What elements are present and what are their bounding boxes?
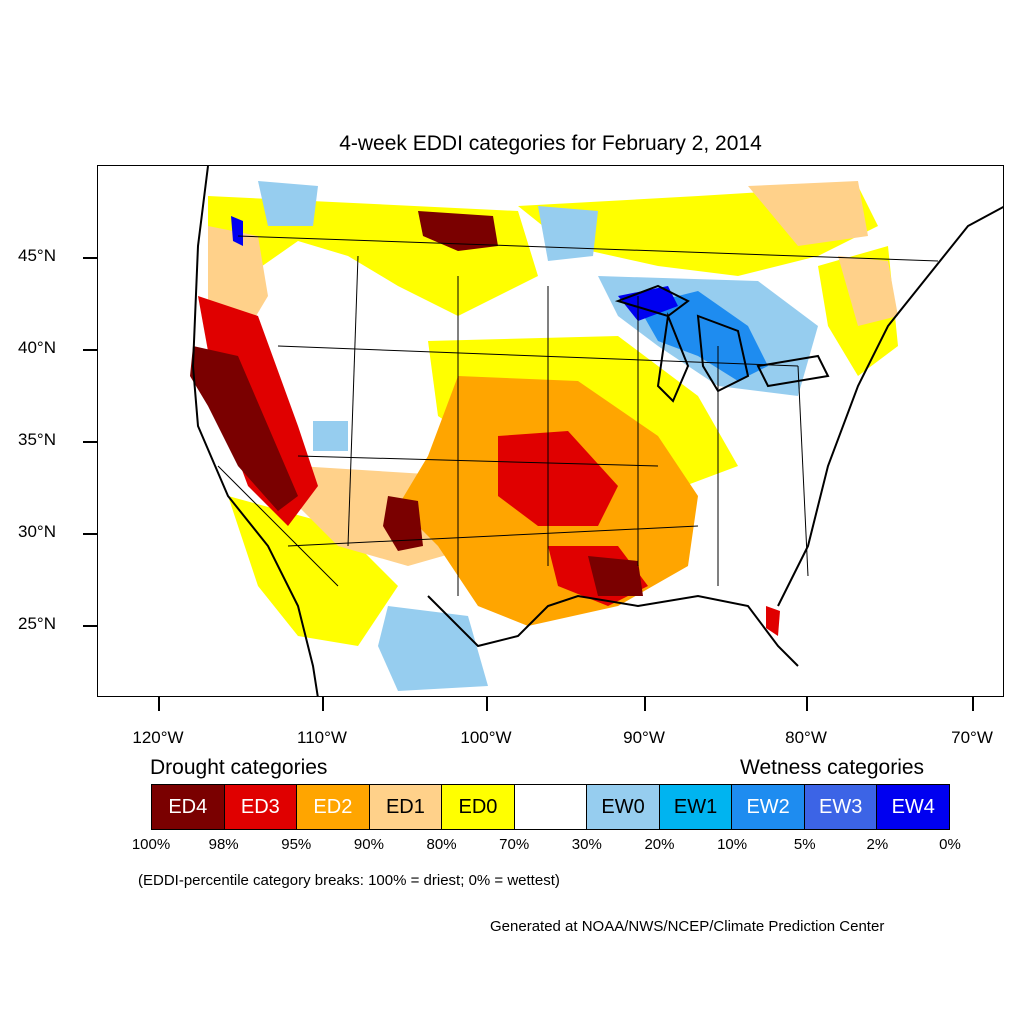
legend-percentile-label: 0%	[939, 836, 961, 853]
region-ed0-southwest	[228, 496, 398, 646]
y-tick	[83, 533, 97, 535]
region-ew0-north	[538, 206, 598, 261]
region-ed3-plains	[498, 431, 618, 526]
legend-percentile-label: 5%	[793, 836, 816, 853]
region-ew0-texas	[378, 606, 488, 691]
category-note: (EDDI-percentile category breaks: 100% =…	[138, 872, 560, 889]
y-tick	[83, 349, 97, 351]
legend-cell-ew1: EW1	[659, 785, 733, 829]
region-ed4-northern-plains	[418, 211, 498, 251]
region-ed1-northeast	[838, 256, 898, 326]
legend-cell-neutral	[514, 785, 588, 829]
legend-percentile-label: 70%	[499, 836, 530, 853]
legend-percentile-label: 30%	[571, 836, 602, 853]
eddi-map	[97, 165, 1004, 697]
x-tick-label: 80°W	[785, 728, 827, 747]
legend-percentile-label: 98%	[208, 836, 239, 853]
coastlines	[191, 166, 1003, 696]
legend-percentile-label: 95%	[281, 836, 312, 853]
y-tick-label: 45°N	[18, 246, 56, 265]
legend-cell-ew3: EW3	[804, 785, 878, 829]
legend-cell-ed0: ED0	[442, 785, 515, 829]
y-tick-label: 35°N	[18, 430, 56, 449]
y-tick	[83, 257, 97, 259]
legend-percentile-label: 20%	[644, 836, 675, 853]
map-canvas	[190, 166, 1003, 696]
x-tick	[972, 697, 974, 711]
map-title: 4-week EDDI categories for February 2, 2…	[339, 132, 762, 155]
legend-percentile-label: 90%	[353, 836, 384, 853]
y-tick-label: 30°N	[18, 522, 56, 541]
legend-percentile-label: 2%	[866, 836, 889, 853]
region-ew4-puget	[231, 216, 243, 246]
region-ed4-california	[190, 346, 298, 511]
region-ed4-newmexico	[383, 496, 423, 551]
x-tick	[158, 697, 160, 711]
legend-cell-ed2: ED2	[297, 785, 370, 829]
y-tick-label: 25°N	[18, 614, 56, 633]
legend-wetness-title: Wetness categories	[740, 756, 925, 779]
y-tick	[83, 625, 97, 627]
legend-cell-ew2: EW2	[732, 785, 805, 829]
legend-percentile-label: 10%	[717, 836, 748, 853]
y-tick-label: 40°N	[18, 338, 56, 357]
legend-cell-ed4: ED4	[152, 785, 225, 829]
x-tick-label: 90°W	[623, 728, 665, 747]
legend-cell-ed1: ED1	[369, 785, 443, 829]
state-boundaries	[217, 235, 939, 596]
x-tick-label: 70°W	[951, 728, 993, 747]
region-ew0-colorado	[313, 421, 348, 451]
credit-line: Generated at NOAA/NWS/NCEP/Climate Predi…	[490, 918, 885, 935]
x-tick	[322, 697, 324, 711]
legend-cell-ew0: EW0	[587, 785, 660, 829]
legend-percentile-label: 80%	[426, 836, 457, 853]
region-ed4-louisiana	[588, 556, 643, 596]
y-tick	[83, 441, 97, 443]
x-tick-label: 100°W	[460, 728, 512, 747]
legend-cell-ed3: ED3	[224, 785, 298, 829]
legend-percentile-label: 100%	[131, 836, 171, 853]
x-tick-label: 110°W	[297, 728, 347, 747]
x-tick	[806, 697, 808, 711]
legend-colorbar: ED4 ED3 ED2 ED1 ED0 EW0 EW1 EW2 EW3 EW4	[151, 784, 950, 830]
region-ew0-nw	[258, 181, 318, 226]
region-ed3-florida	[766, 606, 780, 636]
x-tick	[644, 697, 646, 711]
legend-cell-ew4: EW4	[877, 785, 950, 829]
legend-drought-title: Drought categories	[150, 756, 328, 779]
x-tick	[486, 697, 488, 711]
region-ed1-canada	[748, 181, 868, 246]
x-tick-label: 120°W	[132, 728, 184, 747]
